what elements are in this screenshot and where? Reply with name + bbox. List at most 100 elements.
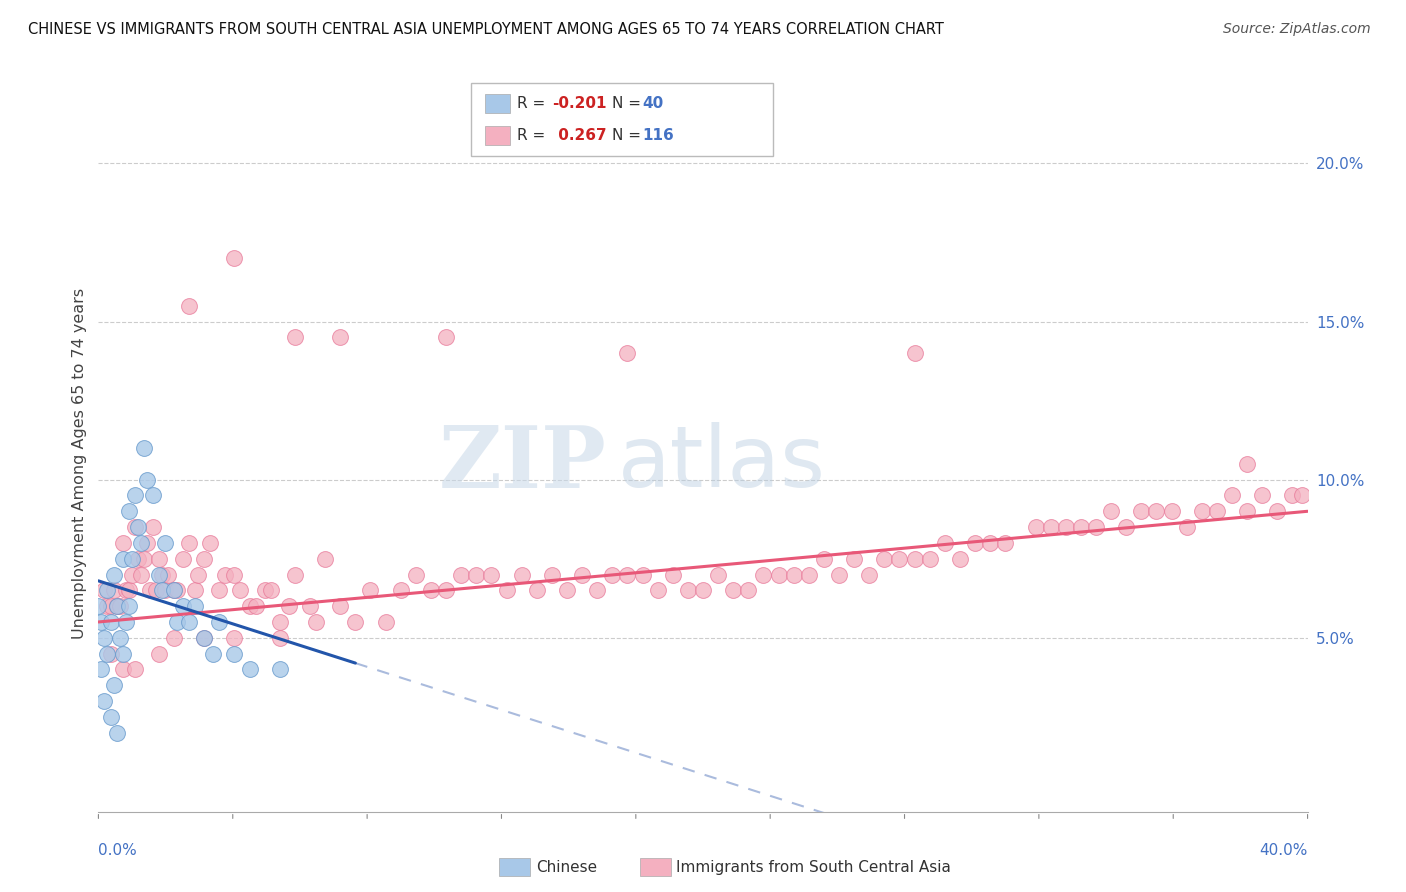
Point [495, 583, 517, 598]
Point [1220, 488, 1243, 502]
Point [360, 583, 382, 598]
Point [202, 647, 225, 661]
Point [184, 599, 207, 614]
Point [389, 583, 412, 598]
Point [224, 647, 246, 661]
Point [540, 567, 562, 582]
Point [889, 551, 911, 566]
Point [135, 536, 157, 550]
Point [662, 567, 685, 582]
Point [127, 520, 149, 534]
Point [90, 615, 112, 629]
Point [214, 567, 236, 582]
Text: -0.201: -0.201 [553, 96, 607, 111]
Point [229, 583, 252, 598]
Text: 40: 40 [643, 96, 664, 111]
Point [269, 662, 291, 676]
Point [127, 551, 149, 566]
Point [129, 567, 152, 582]
Point [111, 536, 134, 550]
Point [153, 536, 176, 550]
Point [314, 551, 336, 566]
Point [184, 583, 207, 598]
Point [329, 599, 352, 614]
Point [405, 567, 427, 582]
Point [994, 536, 1017, 550]
Point [269, 631, 291, 645]
Point [187, 567, 209, 582]
Point [150, 583, 173, 598]
Point [918, 551, 941, 566]
Point [1130, 504, 1153, 518]
Point [965, 536, 987, 550]
Point [193, 631, 215, 645]
Point [510, 567, 533, 582]
Point [676, 583, 699, 598]
Point [100, 647, 122, 661]
Point [631, 567, 654, 582]
Point [752, 567, 775, 582]
Point [148, 551, 170, 566]
Point [616, 346, 638, 360]
Y-axis label: Unemployment Among Ages 65 to 74 years: Unemployment Among Ages 65 to 74 years [72, 288, 87, 640]
Point [555, 583, 578, 598]
Point [105, 599, 128, 614]
Point [96, 599, 118, 614]
Point [224, 252, 246, 266]
Point [239, 662, 262, 676]
Point [299, 599, 322, 614]
Point [723, 583, 745, 598]
Point [1115, 520, 1137, 534]
Point [163, 583, 186, 598]
Text: N =: N = [612, 96, 645, 111]
Point [93, 583, 115, 598]
Point [121, 551, 143, 566]
Point [145, 583, 167, 598]
Point [114, 583, 136, 598]
Point [150, 567, 173, 582]
Point [1024, 520, 1046, 534]
Point [737, 583, 759, 598]
Point [707, 567, 730, 582]
Point [813, 551, 835, 566]
Point [1236, 504, 1258, 518]
Point [129, 536, 152, 550]
Text: ZIP: ZIP [439, 422, 606, 506]
Point [1236, 457, 1258, 471]
Point [224, 631, 246, 645]
Point [100, 615, 122, 629]
Point [193, 631, 215, 645]
Point [96, 647, 118, 661]
Point [103, 678, 125, 692]
Point [166, 615, 188, 629]
Point [208, 615, 231, 629]
Text: 116: 116 [643, 128, 675, 143]
Point [148, 567, 170, 582]
Point [114, 615, 136, 629]
Point [105, 725, 128, 739]
Point [1291, 488, 1313, 502]
Point [108, 599, 131, 614]
Point [647, 583, 669, 598]
Point [253, 583, 276, 598]
Point [163, 583, 186, 598]
Point [284, 330, 307, 344]
Point [156, 567, 179, 582]
Point [1039, 520, 1062, 534]
Point [105, 599, 128, 614]
Point [163, 631, 186, 645]
Point [172, 599, 194, 614]
Point [904, 551, 927, 566]
Point [132, 441, 155, 455]
Point [90, 662, 112, 676]
Point [284, 567, 307, 582]
Point [1099, 504, 1122, 518]
Point [344, 615, 367, 629]
Point [179, 299, 201, 313]
Point [193, 551, 215, 566]
Point [172, 551, 194, 566]
Point [450, 567, 472, 582]
Point [602, 567, 624, 582]
Point [142, 520, 165, 534]
Point [844, 551, 866, 566]
